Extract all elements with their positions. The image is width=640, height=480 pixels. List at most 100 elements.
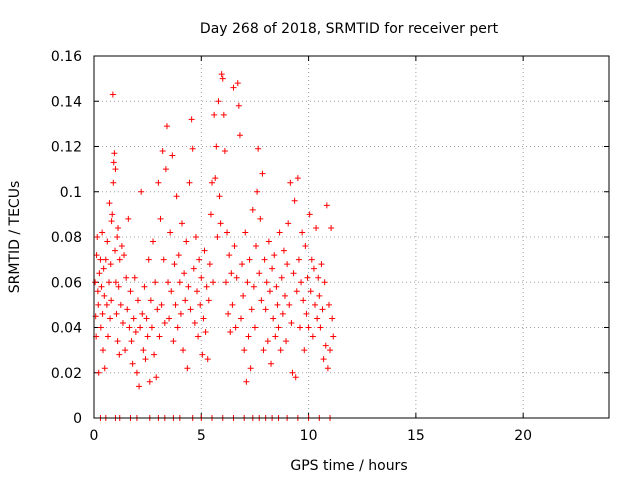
data-point <box>103 301 110 308</box>
data-point <box>99 229 106 236</box>
data-point <box>217 220 224 227</box>
data-point <box>230 84 237 91</box>
data-point <box>154 306 161 313</box>
data-point <box>156 333 163 340</box>
data-point <box>319 306 326 313</box>
data-point <box>222 279 229 286</box>
data-point <box>233 274 240 281</box>
data-point <box>170 338 177 345</box>
data-point <box>289 369 296 376</box>
data-point <box>299 229 306 236</box>
data-point <box>215 98 222 105</box>
x-tick-label: 10 <box>300 428 318 444</box>
data-point <box>246 256 253 263</box>
data-point <box>310 265 317 272</box>
data-point <box>148 324 155 331</box>
data-point <box>200 315 207 322</box>
data-point <box>112 279 119 286</box>
data-point <box>327 347 334 354</box>
data-point <box>167 229 174 236</box>
data-point <box>115 224 122 231</box>
data-point <box>243 378 250 385</box>
data-point <box>276 229 283 236</box>
data-point <box>284 261 291 268</box>
data-point <box>210 279 217 286</box>
data-point <box>108 218 115 225</box>
data-point <box>128 338 135 345</box>
data-point <box>138 188 145 195</box>
data-point <box>112 166 119 173</box>
data-point <box>219 75 226 82</box>
data-point <box>104 333 111 340</box>
y-tick-label: 0.02 <box>51 366 82 382</box>
data-point <box>277 347 284 354</box>
data-point <box>118 243 125 250</box>
data-point <box>134 297 141 304</box>
axis-ticks <box>93 55 609 419</box>
data-point <box>287 179 294 186</box>
data-point <box>184 365 191 372</box>
data-point <box>275 324 282 331</box>
data-point <box>199 351 206 358</box>
data-point <box>209 179 216 186</box>
x-tick-labels: 0 5 10 15 20 <box>90 428 533 444</box>
data-point <box>186 179 193 186</box>
data-point <box>166 315 173 322</box>
data-point <box>302 243 309 250</box>
data-point <box>314 315 321 322</box>
data-point <box>108 297 115 304</box>
data-point <box>174 324 181 331</box>
data-point <box>281 292 288 299</box>
data-point <box>303 310 310 317</box>
y-tick-label: 0.08 <box>51 230 82 246</box>
data-point <box>125 215 132 222</box>
data-point <box>151 351 158 358</box>
data-point <box>221 148 228 155</box>
data-point <box>264 338 271 345</box>
data-point <box>320 356 327 363</box>
data-point <box>112 247 119 254</box>
data-point <box>180 347 187 354</box>
data-point <box>271 252 278 259</box>
data-point <box>266 288 273 295</box>
data-point <box>272 333 279 340</box>
data-point <box>220 111 227 118</box>
data-point <box>127 288 134 295</box>
data-point <box>97 256 104 263</box>
data-point <box>298 279 305 286</box>
data-point <box>98 283 105 290</box>
data-point <box>306 211 313 218</box>
data-point <box>324 365 331 372</box>
data-point <box>188 116 195 123</box>
data-point <box>198 274 205 281</box>
data-point <box>309 333 316 340</box>
data-point <box>229 301 236 308</box>
data-point <box>182 297 189 304</box>
chart-title: Day 268 of 2018, SRMTID for receiver per… <box>200 21 499 37</box>
data-point <box>136 383 143 390</box>
data-point <box>140 347 147 354</box>
data-point <box>110 179 117 186</box>
data-point <box>169 152 176 159</box>
data-point <box>160 256 167 263</box>
data-point <box>262 306 269 313</box>
data-point <box>317 324 324 331</box>
data-point <box>278 274 285 281</box>
data-point <box>101 365 108 372</box>
data-point <box>115 283 122 290</box>
data-point <box>173 193 180 200</box>
data-point <box>261 256 268 263</box>
data-point <box>214 234 221 240</box>
data-point <box>322 342 329 349</box>
data-point <box>236 132 243 139</box>
data-point <box>123 274 130 281</box>
data-point <box>121 252 128 259</box>
data-point <box>330 333 337 340</box>
data-point <box>144 333 151 340</box>
data-point <box>155 179 162 186</box>
data-point <box>244 279 251 286</box>
data-point <box>113 310 120 317</box>
data-point <box>202 329 209 336</box>
data-point <box>190 265 197 272</box>
data-point <box>99 310 106 317</box>
